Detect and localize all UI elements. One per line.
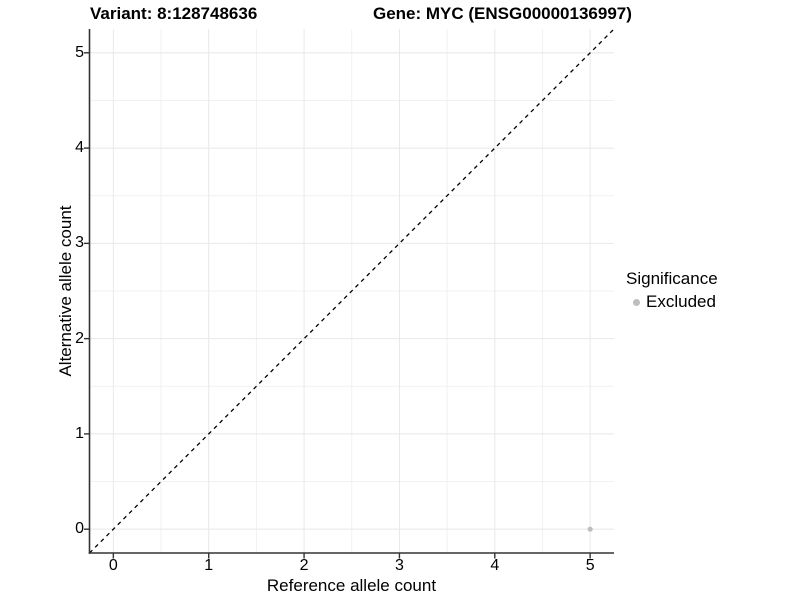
x-tick-label-4: 4 — [490, 557, 500, 574]
legend-item-label: Excluded — [646, 292, 716, 311]
y-tick-label-1: 1 — [75, 424, 84, 442]
x-tick-label-2: 2 — [299, 557, 309, 574]
x-axis-title: Reference allele count — [266, 576, 437, 595]
y-tick-label-3: 3 — [75, 234, 84, 252]
x-tick-label-3: 3 — [394, 557, 404, 574]
plot-title-gene: Gene: MYC (ENSG00000136997) — [373, 4, 632, 23]
y-tick-label-4: 4 — [75, 139, 84, 157]
x-tick-label-5: 5 — [585, 557, 595, 574]
y-tick-label-2: 2 — [75, 329, 84, 347]
data-point — [587, 526, 593, 532]
y-tick-label-5: 5 — [75, 43, 84, 61]
x-tick-label-1: 1 — [204, 557, 214, 574]
legend-item-excluded: Excluded — [626, 292, 718, 312]
y-axis-title: Alternative allele count — [56, 205, 75, 377]
x-tick-label-0: 0 — [108, 557, 118, 574]
legend-title: Significance — [626, 269, 718, 288]
plot-title-variant: Variant: 8:128748636 — [90, 4, 258, 23]
legend-point-icon — [633, 298, 640, 306]
legend: Significance Excluded — [626, 269, 718, 312]
identity-reference-line — [89, 28, 615, 554]
y-tick-label-0: 0 — [75, 520, 84, 538]
